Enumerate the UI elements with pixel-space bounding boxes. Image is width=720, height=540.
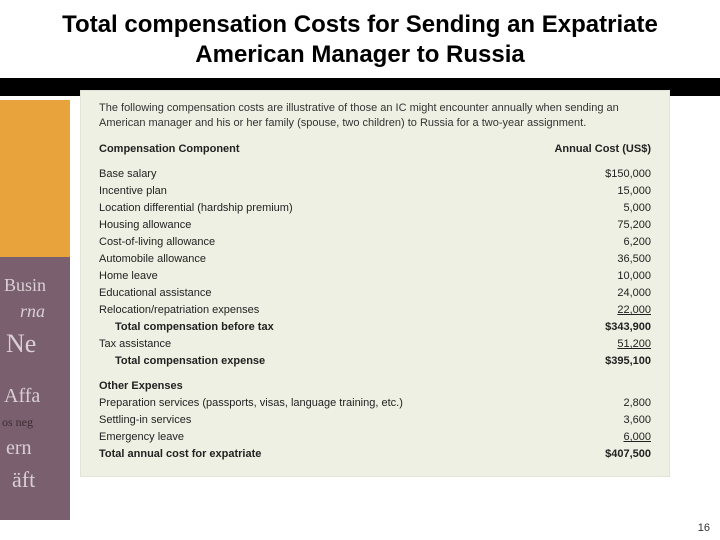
row-value: 6,200 — [561, 234, 651, 251]
table-row: Preparation services (passports, visas, … — [99, 395, 651, 412]
row-label: Tax assistance — [99, 336, 561, 353]
row-value: 51,200 — [561, 336, 651, 353]
row-label: Total annual cost for expatriate — [99, 446, 561, 463]
deco-text: äft — [12, 467, 35, 493]
deco-text: os neg — [2, 415, 33, 430]
main-rows-group: Base salary$150,000Incentive plan15,000L… — [99, 166, 651, 319]
row-value: 3,600 — [561, 412, 651, 429]
row-label: Settling-in services — [99, 412, 561, 429]
row-value: 5,000 — [561, 200, 651, 217]
row-value: 24,000 — [561, 285, 651, 302]
row-label: Automobile allowance — [99, 251, 561, 268]
table-row: Base salary$150,000 — [99, 166, 651, 183]
subtotal-before-tax: Total compensation before tax $343,900 — [99, 319, 651, 336]
row-label: Preparation services (passports, visas, … — [99, 395, 561, 412]
row-label: Home leave — [99, 268, 561, 285]
table-row: Home leave10,000 — [99, 268, 651, 285]
row-value: 75,200 — [561, 217, 651, 234]
row-label: Relocation/repatriation expenses — [99, 302, 561, 319]
table-row: Housing allowance75,200 — [99, 217, 651, 234]
intro-text: The following compensation costs are ill… — [99, 101, 651, 131]
deco-text: rna — [20, 301, 45, 322]
decorative-text-block: Busin rna Ne Affa os neg ern äft — [0, 257, 70, 520]
table-row: Cost-of-living allowance6,200 — [99, 234, 651, 251]
row-label: Housing allowance — [99, 217, 561, 234]
row-label: Emergency leave — [99, 429, 561, 446]
row-label: Other Expenses — [99, 378, 561, 395]
row-value: 2,800 — [561, 395, 651, 412]
row-label: Educational assistance — [99, 285, 561, 302]
row-value: 22,000 — [561, 302, 651, 319]
row-value: $407,500 — [561, 446, 651, 463]
total-compensation-expense: Total compensation expense $395,100 — [99, 353, 651, 370]
compensation-table-card: The following compensation costs are ill… — [80, 90, 670, 477]
row-value: $150,000 — [561, 166, 651, 183]
deco-text: Affa — [4, 385, 40, 408]
page-number: 16 — [698, 522, 710, 534]
row-value: 10,000 — [561, 268, 651, 285]
tax-assistance-row: Tax assistance 51,200 — [99, 336, 651, 353]
header-right: Annual Cost (US$) — [554, 141, 651, 158]
table-row: Educational assistance24,000 — [99, 285, 651, 302]
orange-block — [0, 100, 70, 257]
table-header: Compensation Component Annual Cost (US$) — [99, 141, 651, 158]
row-label: Incentive plan — [99, 183, 561, 200]
slide-title: Total compensation Costs for Sending an … — [0, 0, 720, 78]
row-label: Total compensation expense — [99, 353, 561, 370]
row-label: Base salary — [99, 166, 561, 183]
deco-text: ern — [6, 437, 32, 460]
table-row: Incentive plan15,000 — [99, 183, 651, 200]
table-row: Relocation/repatriation expenses22,000 — [99, 302, 651, 319]
row-value: 36,500 — [561, 251, 651, 268]
header-left: Compensation Component — [99, 141, 554, 158]
other-expenses-header: Other Expenses — [99, 378, 651, 395]
table-row: Settling-in services3,600 — [99, 412, 651, 429]
other-rows-group: Preparation services (passports, visas, … — [99, 395, 651, 446]
row-value: 6,000 — [561, 429, 651, 446]
table-row: Location differential (hardship premium)… — [99, 200, 651, 217]
deco-text: Ne — [6, 329, 36, 359]
row-label: Location differential (hardship premium) — [99, 200, 561, 217]
deco-text: Busin — [4, 275, 46, 296]
table-row: Emergency leave6,000 — [99, 429, 651, 446]
row-label: Total compensation before tax — [99, 319, 561, 336]
row-label: Cost-of-living allowance — [99, 234, 561, 251]
grand-total-row: Total annual cost for expatriate $407,50… — [99, 446, 651, 463]
left-decoration: Busin rna Ne Affa os neg ern äft — [0, 100, 70, 520]
row-value: 15,000 — [561, 183, 651, 200]
table-row: Automobile allowance36,500 — [99, 251, 651, 268]
row-value: $343,900 — [561, 319, 651, 336]
row-value: $395,100 — [561, 353, 651, 370]
